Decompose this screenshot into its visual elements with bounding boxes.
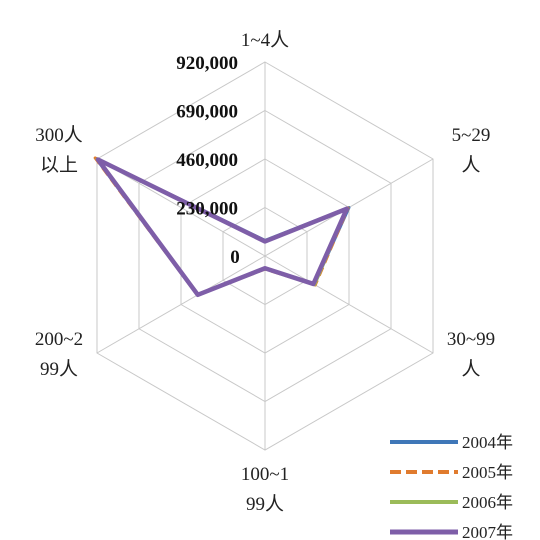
legend-label: 2006年 <box>462 493 513 512</box>
category-label: 100~1 99人 <box>241 464 289 515</box>
axis-spoke <box>96 255 266 354</box>
category-label-line: 200~2 <box>35 329 83 350</box>
category-label-line: 99人 <box>246 493 284 515</box>
series-line <box>95 157 350 298</box>
tick-label: 690,000 <box>176 102 238 123</box>
legend-label: 2004年 <box>462 433 513 452</box>
category-label-line: 100~1 <box>241 464 289 485</box>
legend-label: 2007年 <box>462 523 513 540</box>
tick-label: 920,000 <box>176 53 238 74</box>
tick-label: 460,000 <box>176 150 238 171</box>
category-label: 5~29 人 <box>452 125 491 176</box>
category-label-line: 以上 <box>40 154 78 176</box>
category-label-line: 5~29 <box>452 125 491 146</box>
tick-label: 0 <box>230 247 240 268</box>
category-label-line: 300人 <box>35 124 83 146</box>
axis-spoke <box>264 255 434 354</box>
category-label-line: 30~99 <box>447 329 495 350</box>
category-label-line: 人 <box>462 358 481 380</box>
category-label: 300人以上 <box>35 124 83 176</box>
category-label-line: 99人 <box>40 358 78 380</box>
category-label: 30~99 人 <box>447 329 495 380</box>
category-label-line: 1~4人 <box>241 29 289 51</box>
category-label: 200~2 99人 <box>35 329 83 380</box>
category-label-line: 人 <box>462 154 481 176</box>
tick-label: 230,000 <box>176 199 238 220</box>
category-label: 1~4人 <box>241 29 289 51</box>
legend-label: 2005年 <box>462 463 513 482</box>
